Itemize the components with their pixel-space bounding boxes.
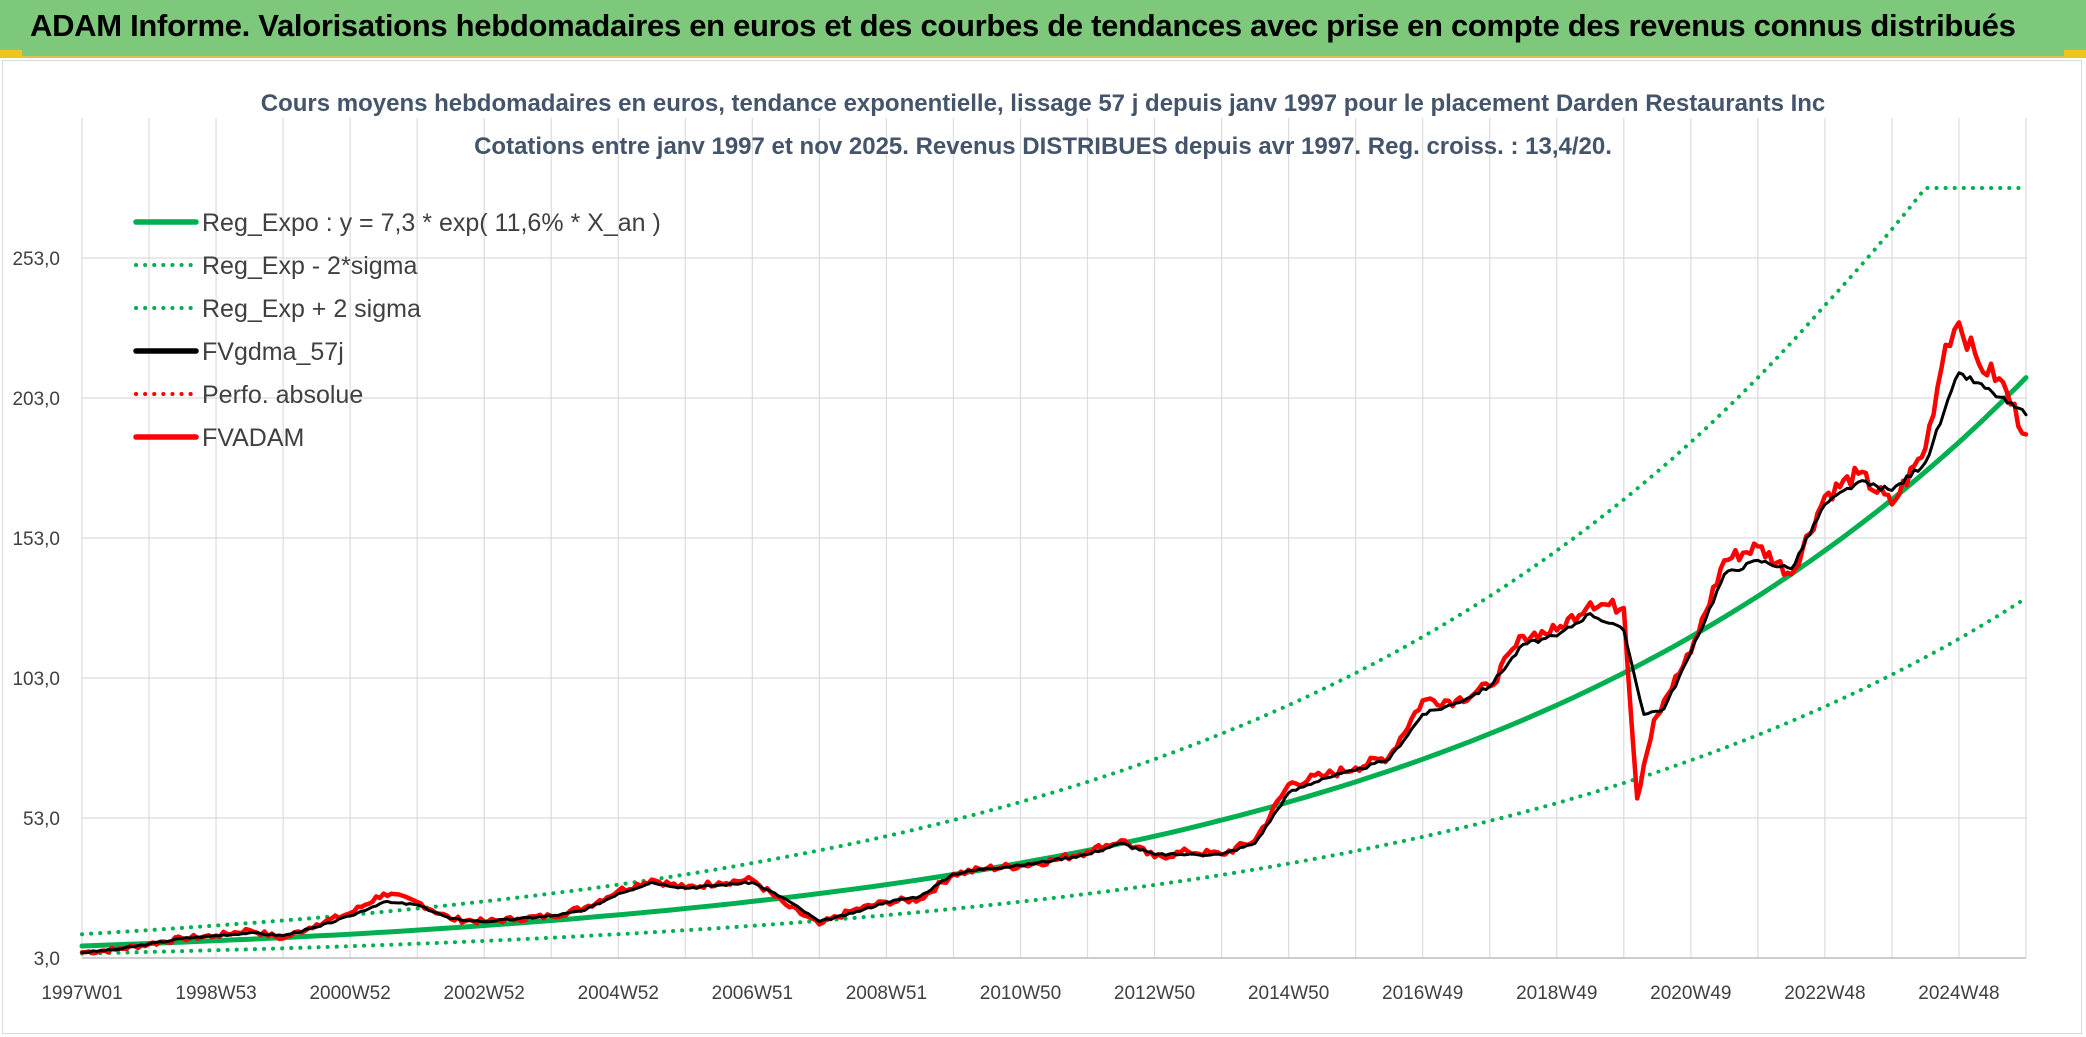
chart-grid	[81, 118, 2027, 959]
series-line-1	[80, 596, 2028, 956]
report-title: ADAM Informe. Valorisations hebdomadaire…	[30, 8, 2016, 43]
x-tick-label: 2000W52	[309, 983, 390, 1004]
y-tick-label: 253,0	[12, 249, 60, 270]
legend-label: Perfo. absolue	[202, 381, 363, 409]
legend-label: FVADAM	[202, 424, 304, 452]
report-banner: ADAM Informe. Valorisations hebdomadaire…	[0, 0, 2086, 58]
x-tick-label: 2008W51	[846, 983, 927, 1004]
x-tick-label: 2016W49	[1382, 983, 1463, 1004]
legend-label: Reg_Exp - 2*sigma	[202, 252, 417, 280]
legend-label: Reg_Exp + 2 sigma	[202, 295, 421, 323]
x-tick-label: 1998W53	[175, 983, 256, 1004]
y-tick-label: 3,0	[34, 949, 60, 970]
x-tick-label: 2002W52	[444, 983, 525, 1004]
series-layer	[79, 186, 2029, 956]
chart-legend: Reg_Expo : y = 7,3 * exp( 11,6% * X_an )…	[133, 209, 661, 452]
x-tick-label: 2018W49	[1516, 983, 1597, 1004]
legend-label: FVgdma_57j	[202, 338, 344, 366]
chart-frame	[2, 60, 2082, 1034]
x-tick-label: 1997W01	[41, 983, 122, 1004]
series-line-2	[80, 186, 2028, 937]
y-tick-label: 103,0	[12, 669, 60, 690]
y-tick-label: 153,0	[12, 529, 60, 550]
y-tick-label: 53,0	[23, 809, 60, 830]
banner-corner-left	[0, 50, 22, 58]
x-tick-label: 2014W50	[1248, 983, 1329, 1004]
x-tick-label: 2006W51	[712, 983, 793, 1004]
banner-corner-right	[2064, 50, 2086, 58]
y-tick-label: 203,0	[12, 389, 60, 410]
x-tick-label: 2012W50	[1114, 983, 1195, 1004]
chart-title: Cours moyens hebdomadaires en euros, ten…	[261, 90, 1826, 117]
x-tick-label: 2022W48	[1784, 983, 1865, 1004]
series-line-3	[80, 371, 2028, 954]
chart-subtitle: Cotations entre janv 1997 et nov 2025. R…	[474, 133, 1612, 160]
x-tick-label: 2010W50	[980, 983, 1061, 1004]
x-tick-label: 2004W52	[578, 983, 659, 1004]
axis-labels: 3,0 53,0 103,0 153,0 203,0 253,0 1997W01 1998W5…	[12, 249, 1999, 1004]
legend-label: Reg_Expo : y = 7,3 * exp( 11,6% * X_an )	[202, 209, 661, 237]
x-tick-label: 2024W48	[1918, 983, 1999, 1004]
x-tick-label: 2020W49	[1650, 983, 1731, 1004]
